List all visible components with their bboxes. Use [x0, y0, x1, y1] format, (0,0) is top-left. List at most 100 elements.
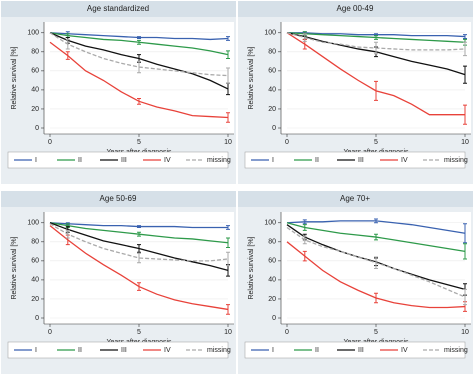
error-bar — [137, 39, 141, 45]
error-bar — [137, 60, 141, 74]
legend-label: III — [358, 157, 364, 164]
y-tick-label: 0 — [272, 125, 276, 132]
legend-label: III — [358, 347, 364, 354]
error-bar — [302, 235, 307, 245]
y-tick-label: 0 — [272, 315, 276, 322]
legend-label: III — [121, 157, 127, 164]
error-bar — [463, 288, 467, 306]
y-tick-label: 80 — [31, 239, 39, 246]
y-tick-label: 60 — [31, 68, 39, 75]
error-bar — [463, 223, 467, 244]
error-bar — [137, 231, 141, 237]
error-bar — [65, 51, 70, 60]
y-tick-label: 100 — [264, 220, 276, 227]
panel-title: Age standardized — [87, 4, 149, 13]
y-tick-label: 80 — [268, 239, 276, 246]
legend-label: IV — [164, 347, 171, 354]
error-bar — [137, 225, 141, 229]
error-bar — [137, 97, 141, 105]
error-bar — [463, 41, 467, 57]
error-bar — [463, 34, 467, 39]
error-bar — [226, 36, 230, 41]
x-tick-label: 5 — [137, 139, 141, 146]
y-tick-label: 100 — [27, 220, 39, 227]
x-tick-label: 5 — [374, 329, 378, 336]
y-tick-label: 40 — [31, 87, 39, 94]
error-bar — [137, 282, 141, 291]
error-bar — [137, 244, 141, 253]
error-bar — [226, 225, 230, 230]
error-bar — [374, 233, 378, 241]
x-tick-label: 0 — [48, 139, 52, 146]
y-tick-label: 60 — [268, 68, 276, 75]
legend-label: IV — [401, 157, 408, 164]
y-axis-label: Relative survival [%] — [248, 236, 255, 299]
panel-title: Age 00-49 — [337, 4, 374, 13]
y-tick-label: 20 — [31, 296, 39, 303]
error-bar — [226, 50, 230, 59]
y-tick-label: 100 — [264, 30, 276, 37]
error-bar — [137, 36, 141, 39]
legend-label: III — [121, 347, 127, 354]
y-tick-label: 40 — [268, 87, 276, 94]
y-tick-label: 80 — [31, 49, 39, 56]
legend-label: I — [272, 157, 274, 164]
error-bar — [226, 67, 230, 84]
x-tick-label: 10 — [224, 139, 232, 146]
error-bar — [226, 304, 230, 315]
title-strip — [1, 191, 236, 207]
x-tick-label: 10 — [461, 329, 469, 336]
error-bar — [374, 80, 378, 101]
panel-title: Age 70+ — [340, 194, 370, 203]
error-bar — [302, 250, 307, 262]
error-bar — [65, 38, 70, 50]
x-tick-label: 0 — [285, 329, 289, 336]
y-tick-label: 100 — [27, 30, 39, 37]
legend-label: I — [35, 157, 37, 164]
legend-label: II — [315, 347, 319, 354]
legend-label: II — [78, 157, 82, 164]
plot-area — [44, 212, 234, 324]
error-bar — [463, 243, 467, 260]
x-tick-label: 0 — [285, 139, 289, 146]
title-strip — [1, 1, 236, 17]
y-axis-label: Relative survival [%] — [11, 46, 18, 109]
y-axis-label: Relative survival [%] — [11, 236, 18, 299]
y-tick-label: 0 — [35, 125, 39, 132]
series-line — [49, 223, 229, 262]
legend-label: I — [35, 347, 37, 354]
error-bar — [226, 237, 230, 249]
y-tick-label: 60 — [31, 258, 39, 265]
y-tick-label: 20 — [268, 296, 276, 303]
y-tick-label: 0 — [35, 315, 39, 322]
x-tick-label: 10 — [461, 139, 469, 146]
title-strip — [238, 1, 473, 17]
error-bar — [226, 112, 230, 123]
x-tick-label: 10 — [224, 329, 232, 336]
x-tick-label: 5 — [374, 139, 378, 146]
legend-label: I — [272, 347, 274, 354]
y-axis-label: Relative survival [%] — [248, 46, 255, 109]
error-bar — [374, 41, 378, 55]
y-tick-label: 20 — [31, 106, 39, 113]
y-tick-label: 60 — [268, 258, 276, 265]
error-bar — [137, 252, 141, 264]
legend-label: II — [78, 347, 82, 354]
y-tick-label: 40 — [31, 277, 39, 284]
error-bar — [302, 224, 307, 231]
error-bar — [374, 256, 378, 269]
x-tick-label: 0 — [48, 329, 52, 336]
error-bar — [463, 65, 467, 84]
error-bar — [226, 251, 230, 267]
legend-label: IV — [401, 347, 408, 354]
error-bar — [302, 219, 307, 225]
x-tick-label: 5 — [137, 329, 141, 336]
error-bar — [374, 218, 378, 224]
title-strip — [238, 191, 473, 207]
legend-label: II — [315, 157, 319, 164]
y-tick-label: 40 — [268, 277, 276, 284]
error-bar — [302, 33, 307, 42]
legend-label: missing — [444, 157, 468, 164]
